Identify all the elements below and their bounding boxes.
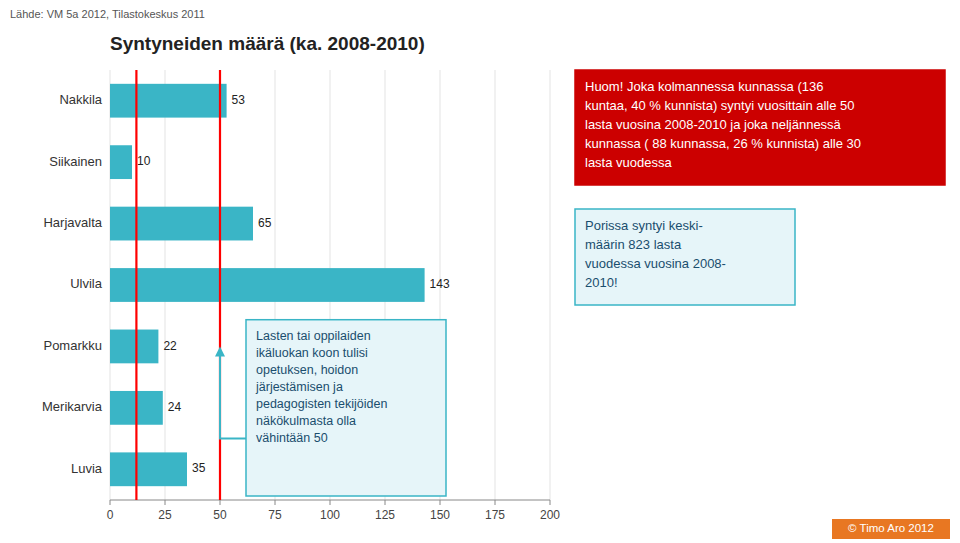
annotation-line: pedagogisten tekijöiden (256, 397, 387, 411)
annotation-text: Huom! Joka kolmannessa kunnassa (136 kunt… (585, 79, 861, 170)
tick-mark (495, 500, 496, 505)
chart-svg: Lähde: VM 5a 2012, Tilastokeskus 2011 Syn… (0, 0, 960, 543)
credit-box (832, 519, 950, 539)
y-tick-label: Pomarkku (43, 338, 102, 353)
x-tick-label: 75 (268, 508, 282, 522)
bar (110, 452, 187, 486)
grid: 0 25 50 75 100 125 150 175 200 (107, 70, 561, 522)
reference-line (135, 70, 137, 500)
data-label: 35 (192, 461, 206, 475)
y-tick-label: Merikarvia (42, 399, 103, 414)
annotation-line: näkökulmasta olla (256, 414, 356, 428)
annotation-text: Porissa syntyi keski-määrin 823 lasta vuo… (585, 218, 726, 290)
y-tick-label: Luvia (71, 461, 103, 476)
tick-mark (165, 500, 166, 505)
tick-mark (275, 500, 276, 505)
x-tick-label: 200 (540, 508, 560, 522)
x-tick-label: 25 (158, 508, 172, 522)
annotation-line: määrin 823 lasta (585, 237, 682, 252)
annotation-line: Lasten tai oppilaiden (256, 329, 371, 343)
x-axis-line (110, 500, 550, 501)
annotation: Huom! Joka kolmannessa kunnassa (136 kunt… (575, 70, 945, 185)
y-tick-label: Ulvila (70, 276, 103, 291)
annotation-line: vuodessa vuosina 2008- (585, 256, 726, 271)
y-tick-label: Harjavalta (43, 215, 102, 230)
annotation-line: opetuksen, hoidon (256, 363, 358, 377)
annotation-line: kuntaa, 40 % kunnista) syntyi vuosittain… (585, 98, 855, 113)
grid-line (550, 70, 551, 500)
x-tick-label: 0 (107, 508, 114, 522)
tick-mark (220, 500, 221, 505)
annotation-line: Porissa syntyi keski- (585, 218, 703, 233)
credit-label: © Timo Aro 2012 (848, 522, 934, 534)
chart-container: Lähde: VM 5a 2012, Tilastokeskus 2011 Syn… (0, 0, 960, 543)
x-tick-label: 150 (430, 508, 450, 522)
x-tick-label: 100 (320, 508, 340, 522)
data-label: 10 (137, 154, 151, 168)
tick-mark (330, 500, 331, 505)
annotation-box (575, 209, 795, 305)
annotation-line: lasta vuodessa (585, 155, 672, 170)
x-tick-label: 125 (375, 508, 395, 522)
source-label: Lähde: VM 5a 2012, Tilastokeskus 2011 (10, 8, 205, 20)
annotation-text: Lasten tai oppilaiden ikäluokan koon tuli… (255, 329, 387, 445)
data-label: 22 (163, 339, 177, 353)
grid-line (495, 70, 496, 500)
bar (110, 330, 158, 364)
bar (110, 207, 253, 241)
tick-mark (385, 500, 386, 505)
bar (110, 84, 227, 118)
data-label: 53 (232, 93, 246, 107)
annotation-line: lasta vuosina 2008-2010 ja joka neljänne… (585, 117, 842, 132)
annotation-line: Huom! Joka kolmannessa kunnassa (136 (585, 79, 823, 94)
x-tick-label: 175 (485, 508, 505, 522)
arrow-line (220, 355, 246, 438)
annotation-line: järjestämisen ja (255, 380, 343, 394)
annotation: Lasten tai oppilaiden ikäluokan koon tuli… (246, 320, 446, 496)
annotation-arrow (215, 346, 246, 438)
data-label: 65 (258, 216, 272, 230)
annotation-line: kunnassa ( 88 kunnassa, 26 % kunnista) a… (585, 136, 861, 151)
data-label: 143 (430, 277, 450, 291)
x-tick-label: 50 (213, 508, 227, 522)
reference-lines (136, 70, 220, 500)
data-label: 24 (168, 400, 182, 414)
tick-mark (440, 500, 441, 505)
y-tick-label: Siikainen (49, 154, 102, 169)
bar (110, 268, 425, 302)
annotation-line: 2010! (585, 275, 618, 290)
annotation-line: ikäluokan koon tulisi (256, 346, 368, 360)
annotation-line: vähintään 50 (256, 431, 328, 445)
annotation-box (246, 320, 446, 496)
tick-mark (110, 500, 111, 505)
chart-title: Syntyneiden määrä (ka. 2008-2010) (110, 33, 425, 54)
arrow-head (215, 346, 225, 356)
credit: © Timo Aro 2012 (832, 519, 950, 539)
annotation: Porissa syntyi keski-määrin 823 lasta vuo… (575, 209, 795, 305)
annotation-box (575, 70, 945, 185)
y-tick-label: Nakkila (59, 92, 102, 107)
bar (110, 145, 132, 179)
tick-mark (550, 500, 551, 505)
